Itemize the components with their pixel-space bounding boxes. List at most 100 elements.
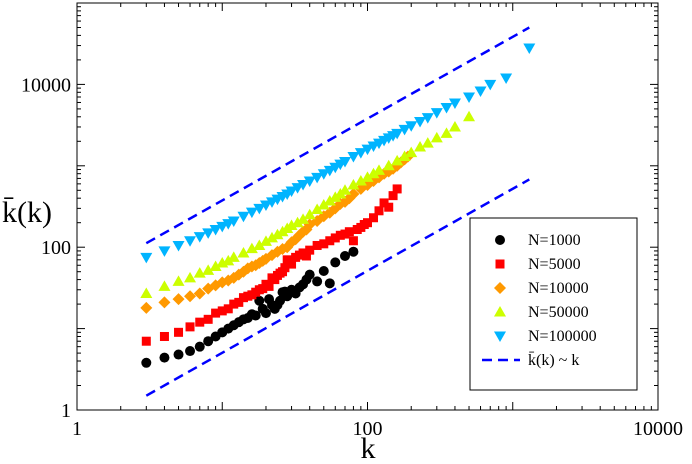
data-point [203,336,214,347]
data-point [280,263,290,273]
data-point [211,308,221,318]
data-point [245,242,258,254]
data-point [287,259,297,269]
data-point [265,231,278,243]
data-point [344,227,354,237]
data-point [347,152,360,163]
data-point [159,352,170,363]
data-point [184,271,197,283]
data-point [158,296,171,309]
legend-label-reference: k̄(k) ~ k [528,351,579,369]
data-point [202,264,215,275]
data-point [348,246,359,257]
data-point [329,191,342,202]
series-5 [140,43,536,264]
x-tick-label: 100 [353,418,383,440]
data-point [203,314,213,324]
legend-label-5: N=100000 [528,328,597,345]
data-point [354,148,367,159]
data-point [141,357,152,368]
data-point [319,239,329,249]
data-point [185,346,196,357]
data-point [391,128,404,140]
data-point [311,172,324,184]
data-point [259,235,272,246]
series-4 [140,110,476,298]
legend-label-3: N=10000 [528,280,589,297]
data-point [340,250,351,261]
data-point [140,301,153,314]
data-point [193,267,206,278]
data-point [430,108,443,119]
legend-label-4: N=50000 [528,304,589,321]
data-point [388,191,398,201]
data-point [317,169,330,180]
data-point [379,198,389,208]
data-point [347,179,360,190]
data-point [140,287,153,298]
data-point [184,236,197,247]
data-point [193,287,206,300]
data-point [173,349,184,360]
data-point [339,156,352,168]
data-point [285,219,298,230]
legend-label-1: N=1000 [528,232,581,249]
data-point [159,331,169,341]
data-point [347,188,360,201]
data-point [374,206,384,216]
data-point [330,257,341,268]
data-point [229,299,239,309]
data-point [217,306,227,316]
data-point [172,275,185,286]
data-point [363,218,372,228]
data-point [297,179,310,191]
data-point [234,297,244,307]
data-point [335,230,345,240]
data-point [523,43,536,55]
data-point [348,236,358,246]
legend-label-2: N=5000 [528,256,581,273]
data-point [172,240,185,252]
legend-marker-1 [495,235,505,245]
data-point [216,221,229,233]
legend-marker-3 [494,282,506,294]
legend-marker-4 [494,306,506,317]
data-point [304,269,315,280]
data-point [172,293,185,306]
data-point [245,207,258,219]
data-point [430,131,443,143]
data-point [158,280,171,291]
data-point [448,120,461,132]
data-point [140,252,153,264]
data-point [339,184,352,195]
legend-box [469,217,638,391]
data-point [414,141,427,152]
data-point [312,276,323,287]
data-point [174,327,184,337]
data-point [303,208,316,220]
data-point [312,240,322,250]
data-point [384,202,394,212]
data-point [440,127,453,138]
data-point [474,86,487,97]
data-point [484,79,497,91]
data-point [305,245,315,255]
data-point [209,260,222,271]
data-point [392,184,402,194]
series-2 [141,184,402,346]
reference-line-1 [145,26,530,245]
data-point [303,176,316,188]
data-point [209,224,222,236]
data-point [285,186,298,198]
data-point [330,233,340,243]
y-tick-label: 100 [41,237,71,259]
data-point [195,317,205,327]
data-point [414,117,427,128]
data-point [405,146,418,158]
legend-marker-5 [494,331,506,342]
data-point [391,154,404,166]
data-point [264,281,274,291]
data-point [463,110,476,122]
